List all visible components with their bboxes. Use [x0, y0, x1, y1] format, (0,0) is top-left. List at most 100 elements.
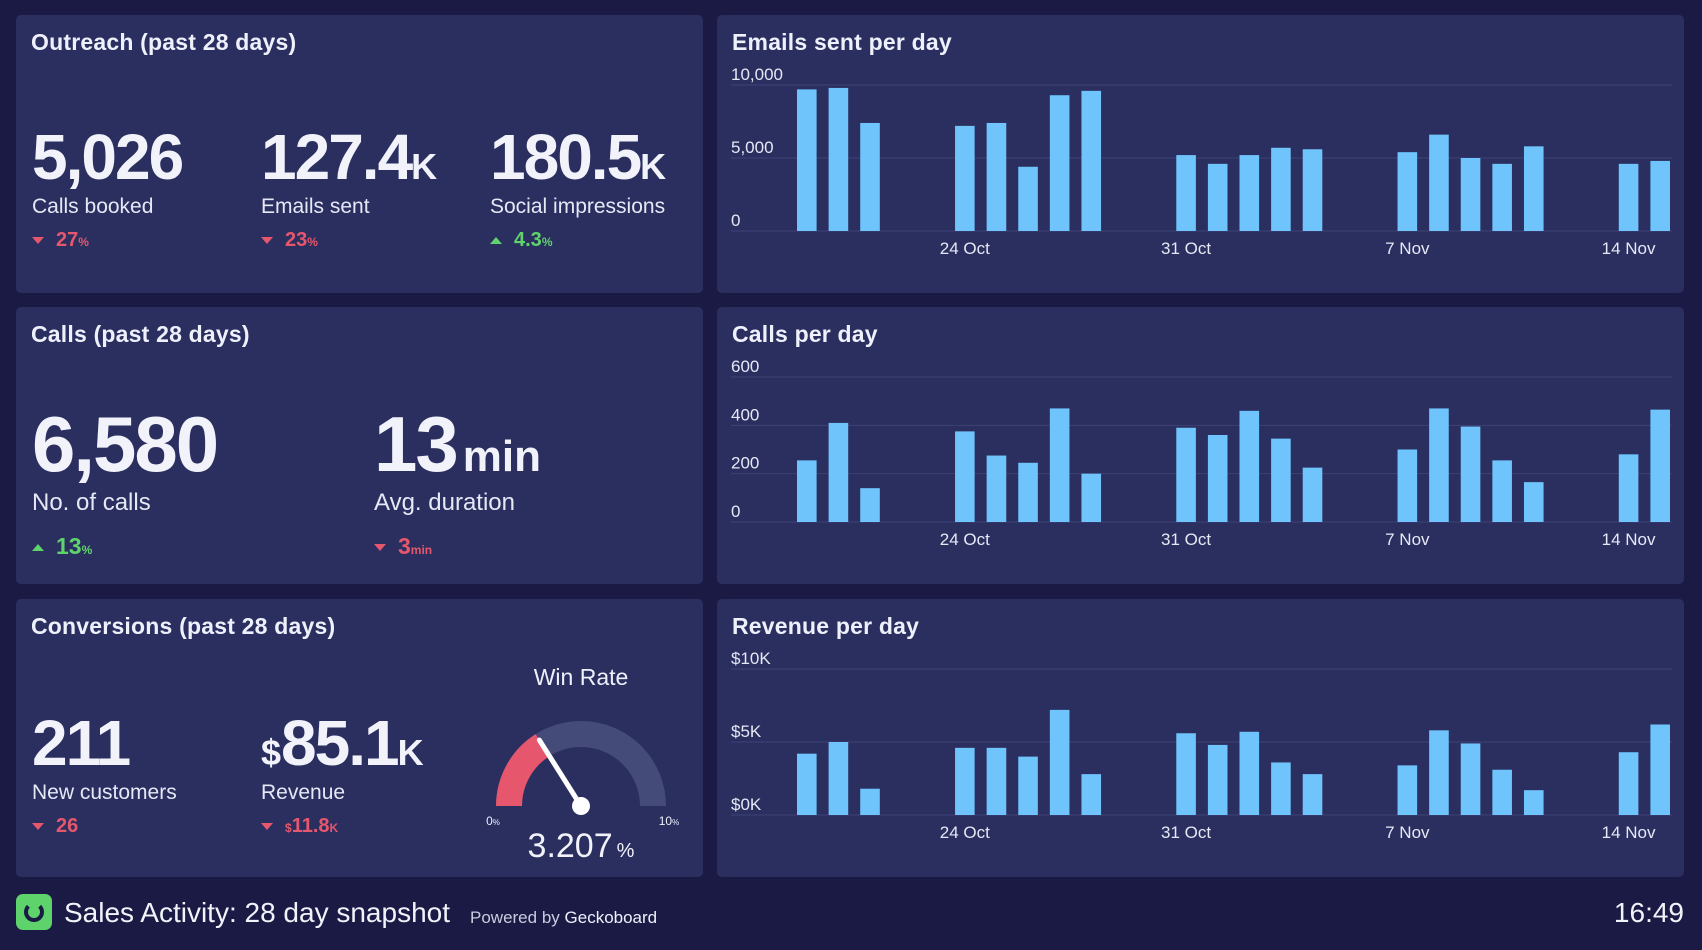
bar[interactable] — [860, 788, 880, 815]
bar[interactable] — [1018, 756, 1038, 815]
dashboard-title: Sales Activity: 28 day snapshot — [64, 897, 450, 928]
bar[interactable] — [828, 742, 849, 815]
bar[interactable] — [1302, 774, 1323, 815]
revenue-chart-title: Revenue per day — [732, 613, 920, 639]
geckoboard-logo-icon — [16, 894, 52, 930]
emails-per-day-chart: 10,000 5,000 0 24 Oct 31 Oct 7 Nov 14 Nov — [731, 65, 1672, 258]
bar[interactable] — [1460, 426, 1481, 522]
revenue-value: $85.1K — [261, 707, 424, 779]
bar[interactable] — [1176, 427, 1196, 522]
bar[interactable] — [1492, 460, 1512, 522]
avg-duration-metric: 13 min Avg. duration 3min — [374, 405, 541, 560]
bar[interactable] — [1081, 473, 1102, 522]
revenue-metric: $85.1K Revenue $11.8K — [261, 711, 424, 838]
win-rate-value: 3.207% — [528, 827, 635, 865]
conversions-title: Conversions (past 28 days) — [31, 613, 336, 639]
bar[interactable] — [955, 431, 975, 522]
bar[interactable] — [1650, 409, 1670, 522]
bar[interactable] — [1492, 163, 1512, 231]
x-tick-label: 24 Oct — [940, 823, 990, 842]
bar[interactable] — [1239, 410, 1260, 522]
bar[interactable] — [797, 89, 817, 231]
bar[interactable] — [986, 747, 1007, 815]
bar[interactable] — [1271, 438, 1291, 522]
bar[interactable] — [1460, 743, 1481, 815]
bar[interactable] — [1239, 155, 1260, 231]
y-tick-label: 0 — [731, 211, 740, 230]
bar[interactable] — [1081, 774, 1102, 815]
avg-duration-delta: 3min — [374, 533, 541, 560]
gauge-max-label: 10% — [659, 814, 679, 828]
bar[interactable] — [1302, 467, 1323, 522]
x-tick-label: 7 Nov — [1385, 239, 1430, 258]
bar[interactable] — [1207, 163, 1228, 231]
new-customers-delta: 26 — [32, 815, 177, 838]
y-tick-label: 600 — [731, 357, 759, 376]
bar[interactable] — [1429, 408, 1449, 522]
bar[interactable] — [955, 747, 975, 815]
bar[interactable] — [1081, 90, 1102, 231]
x-tick-label: 14 Nov — [1602, 239, 1656, 258]
bar[interactable] — [986, 455, 1007, 522]
bar[interactable] — [1049, 408, 1070, 522]
bar[interactable] — [860, 488, 880, 522]
bar[interactable] — [1460, 158, 1481, 231]
win-rate-gauge: Win Rate 0% 10% 3.207% — [471, 607, 691, 877]
number-of-calls-label: No. of calls — [32, 489, 151, 516]
bar[interactable] — [1271, 147, 1291, 231]
trend-down-icon — [374, 544, 386, 552]
bar[interactable] — [1018, 462, 1038, 522]
y-tick-label: 10,000 — [731, 65, 783, 84]
outreach-panel: Outreach (past 28 days) 5,026 Calls book… — [16, 15, 703, 293]
bar[interactable] — [1429, 730, 1449, 815]
outreach-title: Outreach (past 28 days) — [31, 29, 297, 55]
avg-duration-value: 13 min — [374, 400, 541, 488]
calls-booked-delta: 27% — [32, 229, 182, 252]
number-of-calls-metric: 6,580 No. of calls 13% — [32, 400, 219, 560]
bar[interactable] — [1523, 790, 1544, 815]
bar[interactable] — [1049, 95, 1070, 231]
emails-sent-metric: 127.4K Emails sent 23% — [261, 125, 437, 252]
bar[interactable] — [860, 122, 880, 231]
bar[interactable] — [1650, 160, 1670, 231]
bar[interactable] — [1523, 146, 1544, 231]
bar[interactable] — [1018, 166, 1038, 231]
bar[interactable] — [1049, 709, 1070, 815]
powered-by-text: Powered by — [470, 908, 560, 927]
bar[interactable] — [1492, 769, 1512, 815]
bar[interactable] — [1650, 724, 1670, 815]
bar[interactable] — [1618, 454, 1639, 522]
number-of-calls-value: 6,580 — [32, 400, 219, 488]
y-tick-label: 0 — [731, 502, 740, 521]
calls-chart-title: Calls per day — [732, 321, 878, 347]
y-tick-label: 5,000 — [731, 138, 774, 157]
trend-down-icon — [261, 237, 273, 245]
bar[interactable] — [1207, 744, 1228, 815]
bar[interactable] — [1271, 762, 1291, 815]
bar[interactable] — [797, 460, 817, 522]
bar[interactable] — [1618, 163, 1639, 231]
bar[interactable] — [828, 422, 849, 522]
bar[interactable] — [1397, 152, 1418, 231]
gauge-min-label: 0% — [486, 814, 500, 828]
bar[interactable] — [955, 125, 975, 231]
bar[interactable] — [1302, 149, 1323, 231]
calls-booked-value: 5,026 — [32, 121, 184, 193]
geckoboard-link[interactable]: Geckoboard — [564, 908, 658, 927]
bar[interactable] — [1239, 731, 1260, 815]
bar[interactable] — [1523, 482, 1544, 522]
bar[interactable] — [1397, 765, 1418, 815]
clock: 16:49 — [1613, 897, 1684, 928]
trend-down-icon — [32, 823, 44, 831]
bar[interactable] — [1618, 752, 1639, 815]
bar[interactable] — [1397, 449, 1418, 523]
bar[interactable] — [797, 753, 817, 815]
bar[interactable] — [1429, 134, 1449, 231]
bar[interactable] — [986, 122, 1007, 231]
bar[interactable] — [1176, 733, 1196, 815]
win-rate-gauge-svg: Win Rate 0% 10% 3.207% — [486, 664, 679, 865]
x-tick-label: 31 Oct — [1161, 823, 1211, 842]
bar[interactable] — [1176, 155, 1196, 231]
bar[interactable] — [828, 87, 849, 231]
bar[interactable] — [1207, 435, 1228, 522]
